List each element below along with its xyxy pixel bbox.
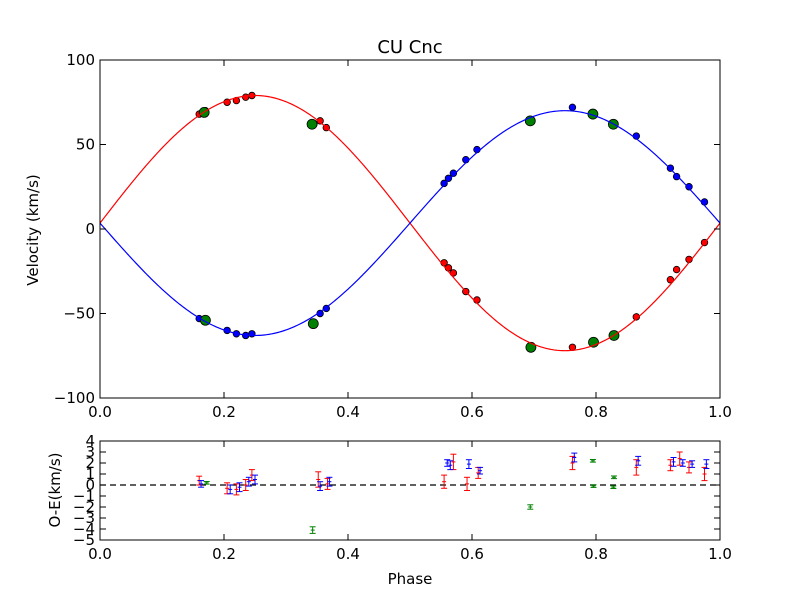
error-bar-1-14 <box>679 459 686 467</box>
x-axis-label: Phase <box>388 570 433 588</box>
x-tick-label-1: 0.2 <box>212 545 236 563</box>
data-point-1-11 <box>462 156 470 164</box>
plot-content <box>100 451 720 534</box>
error-bar-1-1 <box>227 484 234 495</box>
error-bar-1-4 <box>252 474 258 485</box>
residual-plot-area <box>99 440 721 541</box>
y-tick-label-3: 1 <box>85 465 95 483</box>
y-tick-label-3: −50 <box>63 305 95 323</box>
y-tick-label-2: 2 <box>85 454 95 472</box>
data-point-1-10 <box>449 169 458 177</box>
data-point-0-7 <box>316 117 324 125</box>
y-axis-ticks: 100 50 0 −50 −100 <box>54 51 720 407</box>
error-bar-2-5 <box>610 485 617 490</box>
error-bar-1-16 <box>703 459 710 469</box>
error-bar-1-5 <box>317 481 324 491</box>
error-bar-1-0 <box>198 480 205 488</box>
y-tick-label-0: 4 <box>85 432 95 450</box>
error-bar-0-2 <box>233 483 240 496</box>
velocity-panel: CU Cnc Velocity (km/s) 0.0 0.2 0.4 0.6 0.8 1.… <box>24 37 732 421</box>
x-tick-label-2: 0.4 <box>336 403 360 421</box>
error-bar-1-6 <box>326 476 333 487</box>
y-tick-label-2: 0 <box>85 220 95 238</box>
error-bar-2-2 <box>527 504 534 510</box>
x-tick-label-0: 0.0 <box>88 545 112 563</box>
x-tick-label-4: 0.8 <box>584 403 608 421</box>
y-tick-label-6: −2 <box>73 498 95 516</box>
data-point-1-9 <box>444 174 453 182</box>
residual-x-axis-ticks: 0.0 0.2 0.4 0.6 0.8 1.0 <box>88 441 732 563</box>
y-tick-label-4: −100 <box>54 389 95 407</box>
data-point-1-13 <box>568 103 577 112</box>
error-bar-1-12 <box>635 455 642 466</box>
data-point-0-18 <box>672 265 681 274</box>
data-point-2-2 <box>306 118 318 130</box>
error-bar-0-16 <box>701 466 708 482</box>
model-curve-4 <box>100 110 720 337</box>
residual-y-axis-label: O-E(km/s) <box>46 453 64 528</box>
error-bar-0-3 <box>242 479 249 491</box>
data-point-1-5 <box>248 330 256 338</box>
data-point-1-17 <box>672 172 681 181</box>
error-bar-0-13 <box>667 459 674 472</box>
error-bar-1-3 <box>245 476 252 487</box>
y-tick-label-0: 100 <box>66 51 95 69</box>
error-bar-0-14 <box>676 451 683 466</box>
x-tick-label-4: 0.8 <box>584 545 608 563</box>
error-bar-0-9 <box>464 476 471 491</box>
error-bar-0-7 <box>441 474 448 489</box>
residual-panel: Phase O-E(km/s) 0.0 0.2 0.4 0.6 0.8 1.0 43210… <box>46 432 732 588</box>
error-bar-1-15 <box>689 460 696 468</box>
y-tick-label-4: 0 <box>85 476 95 494</box>
error-bar-2-1 <box>309 526 316 534</box>
y-tick-label-1: 50 <box>76 136 95 154</box>
error-bar-2-6 <box>610 475 617 480</box>
error-bar-0-8 <box>450 453 457 471</box>
plot-frame <box>99 59 721 399</box>
x-tick-label-5: 1.0 <box>708 403 732 421</box>
error-bar-1-2 <box>236 482 243 493</box>
data-point-2-5 <box>525 341 537 353</box>
error-bar-1-8 <box>447 460 454 471</box>
y-tick-label-1: 3 <box>85 443 95 461</box>
error-bar-1-7 <box>444 459 451 467</box>
y-tick-label-5: −1 <box>73 487 95 505</box>
x-tick-label-3: 0.6 <box>460 403 484 421</box>
x-tick-label-3: 0.6 <box>460 545 484 563</box>
plot-frame <box>99 440 721 541</box>
data-point-0-4 <box>241 93 250 101</box>
x-tick-label-2: 0.4 <box>336 545 360 563</box>
error-bar-2-0 <box>203 480 210 485</box>
data-point-0-16 <box>632 313 640 321</box>
error-bar-2-3 <box>589 458 596 463</box>
error-bar-2-4 <box>590 484 597 488</box>
error-bar-1-13 <box>670 457 677 467</box>
y-tick-label-9: −5 <box>73 531 95 549</box>
error-bar-1-10 <box>477 466 484 475</box>
data-point-2-3 <box>307 318 319 330</box>
x-axis-ticks: 0.0 0.2 0.4 0.6 0.8 1.0 <box>88 60 732 421</box>
x-tick-label-0: 0.0 <box>88 403 112 421</box>
velocity-plot-area <box>99 59 721 399</box>
plot-content <box>100 91 720 353</box>
data-point-0-17 <box>666 276 675 284</box>
y-tick-label-7: −3 <box>73 509 95 527</box>
x-tick-label-5: 1.0 <box>708 545 732 563</box>
data-point-1-18 <box>685 183 693 191</box>
chart-title: CU Cnc <box>377 37 442 58</box>
y-tick-label-8: −4 <box>73 520 95 538</box>
data-point-1-8 <box>440 179 448 188</box>
x-tick-label-1: 0.2 <box>212 403 236 421</box>
error-bar-1-11 <box>571 452 578 463</box>
data-point-1-19 <box>700 198 709 206</box>
y-axis-label: Velocity (km/s) <box>24 174 42 285</box>
error-bar-1-9 <box>465 459 472 469</box>
